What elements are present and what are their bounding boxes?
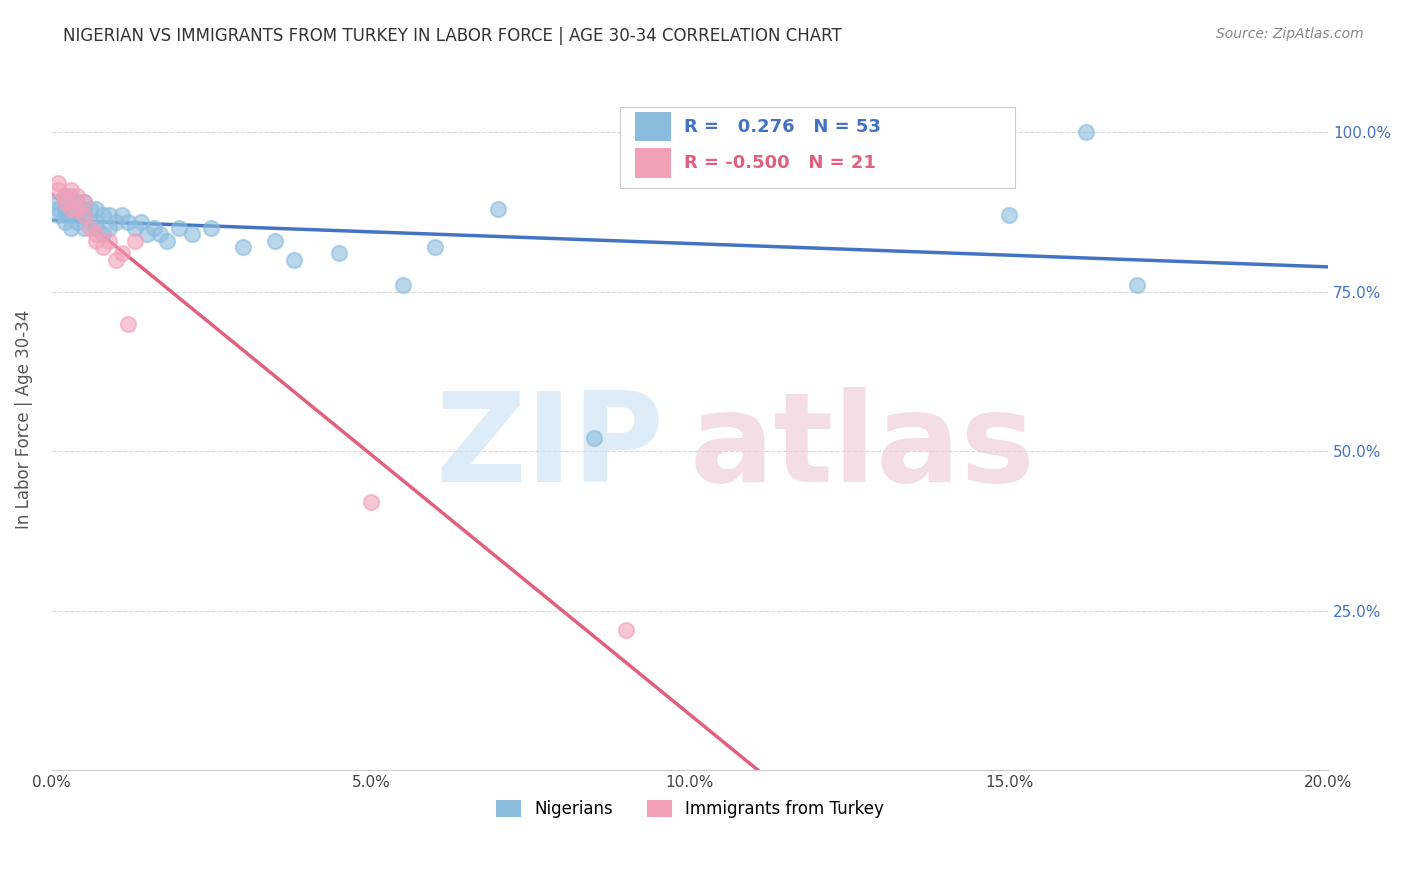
Point [59,208,82,222]
Point [86,221,108,235]
Point [59,189,82,203]
Point [1074,125,1097,139]
Point [91,240,114,254]
Point [79,214,101,228]
Point [59,183,82,197]
Point [104,252,127,267]
Point [46,195,69,210]
Point [232,240,254,254]
Point [59,202,82,216]
Point [142,221,165,235]
Y-axis label: In Labor Force | Age 30-34: In Labor Force | Age 30-34 [15,310,32,529]
Point [283,252,305,267]
Point [59,202,82,216]
Point [583,431,606,445]
Point [86,214,108,228]
Text: NIGERIAN VS IMMIGRANTS FROM TURKEY IN LABOR FORCE | AGE 30-34 CORRELATION CHART: NIGERIAN VS IMMIGRANTS FROM TURKEY IN LA… [63,27,842,45]
FancyBboxPatch shape [620,107,1015,188]
Point [614,623,637,637]
Text: R =   0.276   N = 53: R = 0.276 N = 53 [683,118,880,136]
Point [53,195,76,210]
Point [66,202,89,216]
Point [53,195,76,210]
Point [98,221,121,235]
Point [86,227,108,242]
Point [488,202,510,216]
Point [86,234,108,248]
Point [73,195,96,210]
Point [66,189,89,203]
Point [46,208,69,222]
Point [117,317,139,331]
Text: ZIP: ZIP [436,387,665,508]
Point [169,221,191,235]
Point [98,208,121,222]
Point [98,234,121,248]
Point [46,177,69,191]
Point [73,221,96,235]
Point [91,227,114,242]
Text: Source: ZipAtlas.com: Source: ZipAtlas.com [1216,27,1364,41]
Point [136,227,159,242]
Point [423,240,446,254]
Point [66,214,89,228]
Point [79,221,101,235]
Point [73,195,96,210]
Point [46,202,69,216]
FancyBboxPatch shape [636,112,671,142]
Point [86,202,108,216]
Legend: Nigerians, Immigrants from Turkey: Nigerians, Immigrants from Turkey [489,793,890,825]
Point [66,208,89,222]
Text: R = -0.500   N = 21: R = -0.500 N = 21 [683,154,876,172]
Point [156,234,179,248]
Point [181,227,204,242]
Point [111,208,134,222]
Point [73,202,96,216]
Point [73,208,96,222]
Point [53,214,76,228]
Point [124,221,146,235]
Point [79,202,101,216]
Text: atlas: atlas [690,387,1036,508]
Point [1125,278,1147,293]
Point [124,234,146,248]
FancyBboxPatch shape [636,148,671,178]
Point [59,195,82,210]
Point [200,221,222,235]
Point [149,227,172,242]
Point [998,208,1021,222]
Point [66,195,89,210]
Point [360,495,382,509]
Point [46,183,69,197]
Point [59,221,82,235]
Point [53,208,76,222]
Point [53,202,76,216]
Point [391,278,413,293]
Point [104,214,127,228]
Point [91,208,114,222]
Point [129,214,152,228]
Point [53,189,76,203]
Point [328,246,350,260]
Point [66,202,89,216]
Point [117,214,139,228]
Point [111,246,134,260]
Point [73,208,96,222]
Point [264,234,287,248]
Point [53,189,76,203]
